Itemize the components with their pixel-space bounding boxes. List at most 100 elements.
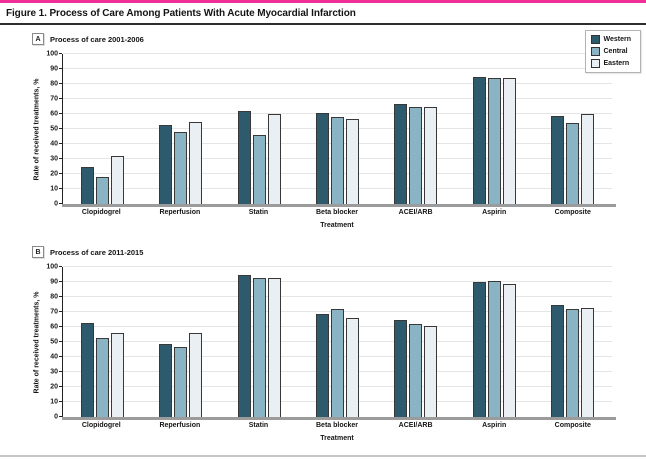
bar-central-aspirin: [487, 78, 501, 204]
gridline: [63, 83, 612, 84]
bar-groups: [63, 267, 612, 417]
panel-a-letter-badge: A: [32, 33, 44, 45]
chart-b-baseline: [62, 417, 616, 420]
y-tick-label: 10: [50, 185, 58, 193]
bar-central-reperfusion: [174, 132, 188, 204]
y-tick-mark: [59, 401, 62, 402]
bar-group-acei-arb: [377, 267, 455, 417]
bar-group-clopidogrel: [63, 267, 141, 417]
gridline: [63, 266, 612, 267]
y-tick-label: 60: [50, 110, 58, 118]
bar-central-composite: [566, 123, 580, 204]
bar-western-statin: [237, 111, 251, 204]
y-tick-mark: [59, 173, 62, 174]
y-tick-mark: [59, 68, 62, 69]
y-tick-mark: [59, 128, 62, 129]
bar-central-aspirin: [487, 280, 501, 417]
y-tick-mark: [59, 416, 62, 417]
bar-central-clopidogrel: [95, 177, 109, 204]
bar-eastern-composite: [581, 114, 595, 204]
legend-label: Western: [603, 36, 632, 43]
y-tick-mark: [59, 356, 62, 357]
y-tick-mark: [59, 296, 62, 297]
y-tick-label: 30: [50, 155, 58, 163]
legend-label: Central: [603, 48, 628, 55]
bar-western-reperfusion: [159, 343, 173, 417]
gridline: [63, 281, 612, 282]
bar-group-acei-arb: [377, 54, 455, 204]
category-label-aspirin: Aspirin: [482, 209, 507, 216]
bar-central-acei-arb: [409, 106, 423, 204]
y-tick-label: 0: [54, 413, 58, 421]
bar-central-beta-blocker: [330, 117, 344, 204]
chart-b-plot: Rate of received treatments, % 0 10 20 30 40…: [34, 264, 616, 421]
y-tick-mark: [59, 98, 62, 99]
bar-eastern-beta-blocker: [345, 318, 359, 417]
legend-item-western: Western: [590, 35, 632, 44]
bar-central-statin: [252, 135, 266, 204]
category-label-beta-blocker: Beta blocker: [316, 422, 359, 429]
chart-b-y-axis-label: Rate of received treatments, %: [33, 291, 41, 393]
y-tick-mark: [59, 143, 62, 144]
category-label-reperfusion: Reperfusion: [159, 422, 201, 429]
y-tick-label: 20: [50, 170, 58, 178]
gridline: [63, 296, 612, 297]
figure-title: Figure 1. Process of Care Among Patients…: [6, 8, 356, 19]
legend-item-central: Central: [590, 47, 632, 56]
bar-group-reperfusion: [141, 267, 219, 417]
category-label-reperfusion: Reperfusion: [159, 209, 201, 216]
chart-a-baseline: [62, 204, 616, 207]
bar-group-reperfusion: [141, 54, 219, 204]
bar-eastern-beta-blocker: [345, 118, 359, 204]
bar-group-aspirin: [455, 267, 533, 417]
bar-central-beta-blocker: [330, 309, 344, 417]
y-tick-label: 70: [50, 95, 58, 103]
y-tick-mark: [59, 83, 62, 84]
category-label-beta-blocker: Beta blocker: [316, 209, 359, 216]
gridline: [63, 113, 612, 114]
bar-western-statin: [237, 274, 251, 417]
y-tick-label: 40: [50, 140, 58, 148]
chart-a-category-labels: Clopidogrel Reperfusion Statin Beta blocker…: [62, 209, 612, 216]
title-divider: [0, 23, 646, 25]
bar-western-acei-arb: [394, 103, 408, 204]
bar-group-aspirin: [455, 54, 533, 204]
bar-western-aspirin: [472, 76, 486, 204]
y-tick-mark: [59, 266, 62, 267]
panel-b: B Process of care 2011-2015 Rate of rece…: [0, 246, 646, 442]
bar-group-beta-blocker: [298, 54, 376, 204]
y-tick-label: 0: [54, 200, 58, 208]
bar-group-beta-blocker: [298, 267, 376, 417]
y-tick-label: 60: [50, 323, 58, 331]
bar-central-statin: [252, 277, 266, 417]
bar-eastern-statin: [267, 277, 281, 417]
legend-swatch-eastern: [590, 59, 600, 68]
y-tick-mark: [59, 326, 62, 327]
bar-western-composite: [551, 304, 565, 417]
legend-swatch-central: [590, 47, 600, 56]
category-label-acei-arb: ACEI/ARB: [398, 422, 433, 429]
y-tick-mark: [59, 203, 62, 204]
y-tick-mark: [59, 341, 62, 342]
category-label-statin: Statin: [248, 209, 269, 216]
legend-item-eastern: Eastern: [590, 59, 632, 68]
bar-western-composite: [551, 115, 565, 204]
bar-central-clopidogrel: [95, 337, 109, 417]
y-tick-label: 50: [50, 125, 58, 133]
bar-central-composite: [566, 309, 580, 417]
bar-western-aspirin: [472, 282, 486, 417]
y-tick-mark: [59, 158, 62, 159]
bar-eastern-reperfusion: [189, 121, 203, 204]
panel-a-title: Process of care 2001-2006: [50, 34, 144, 44]
y-tick-label: 100: [46, 263, 58, 271]
panel-b-header: B Process of care 2011-2015: [32, 246, 646, 258]
bar-eastern-aspirin: [502, 78, 516, 204]
y-tick-mark: [59, 371, 62, 372]
bar-eastern-reperfusion: [189, 333, 203, 417]
category-label-clopidogrel: Clopidogrel: [81, 422, 121, 429]
bar-eastern-clopidogrel: [110, 333, 124, 417]
y-tick-mark: [59, 281, 62, 282]
bar-western-clopidogrel: [80, 166, 94, 204]
panel-a-header: A Process of care 2001-2006: [32, 33, 646, 45]
